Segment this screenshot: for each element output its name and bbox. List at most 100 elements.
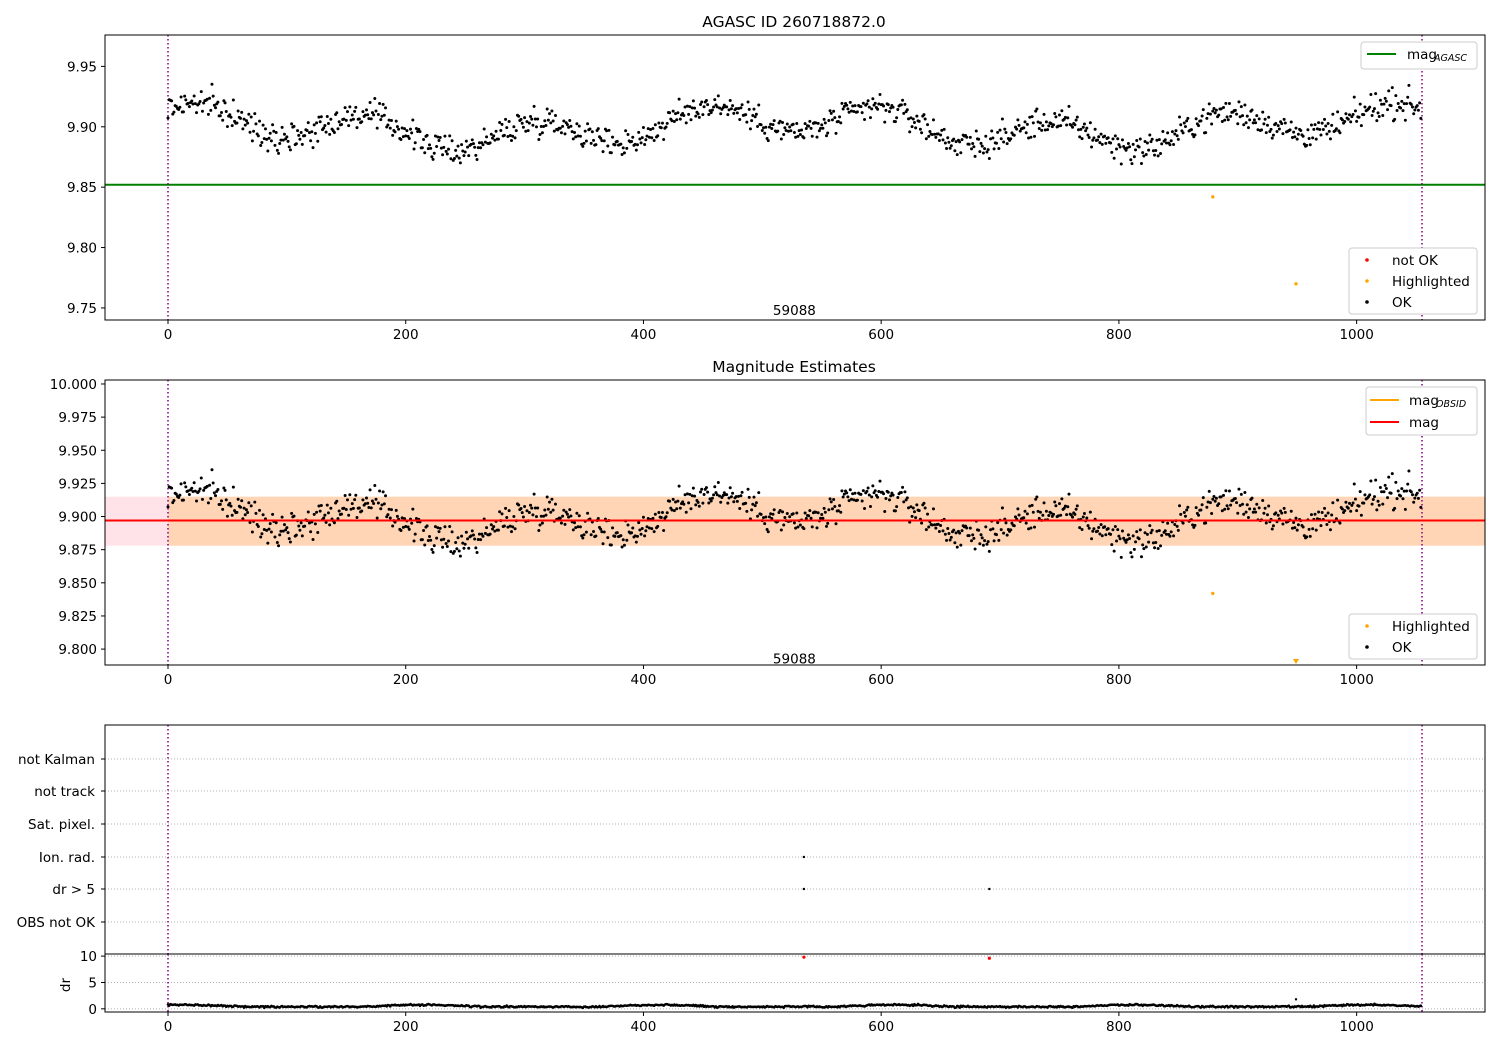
ok-point bbox=[779, 137, 783, 141]
ok-point bbox=[271, 512, 275, 516]
ok-point bbox=[548, 112, 552, 116]
ok-point bbox=[373, 96, 377, 100]
ok-point bbox=[297, 133, 301, 137]
ok-point bbox=[802, 136, 806, 140]
ok-point bbox=[508, 134, 512, 138]
flag-ytick-label: not track bbox=[34, 784, 95, 800]
ok-point bbox=[297, 524, 301, 528]
ok-point bbox=[676, 499, 680, 503]
ok-point bbox=[361, 110, 365, 114]
p4-ytick-label: 0 bbox=[88, 1002, 97, 1018]
ok-point bbox=[1082, 512, 1086, 516]
ok-point bbox=[1126, 141, 1130, 145]
ok-point bbox=[824, 134, 828, 138]
ok-point bbox=[322, 126, 326, 130]
ok-point bbox=[788, 515, 792, 519]
ok-point bbox=[1220, 509, 1224, 513]
ok-point bbox=[1389, 491, 1393, 495]
ok-point bbox=[953, 149, 957, 153]
ok-point bbox=[239, 116, 243, 120]
ok-point bbox=[1252, 507, 1256, 511]
p4-xtick-label: 800 bbox=[1106, 1019, 1132, 1035]
ok-point bbox=[947, 140, 951, 144]
ok-point bbox=[426, 147, 430, 151]
ok-point bbox=[1148, 133, 1152, 137]
dr-axis-label: dr bbox=[58, 977, 74, 992]
ok-point bbox=[1419, 505, 1423, 509]
ok-point bbox=[767, 125, 771, 129]
ok-point bbox=[1375, 119, 1379, 123]
ok-point bbox=[305, 128, 309, 132]
ok-point bbox=[170, 486, 174, 490]
p2-axes bbox=[104, 379, 1486, 666]
ok-point bbox=[206, 112, 210, 116]
ok-point bbox=[170, 99, 174, 103]
ok-point bbox=[927, 134, 931, 138]
ok-point bbox=[1222, 105, 1226, 109]
ok-point bbox=[700, 100, 704, 104]
ok-point bbox=[1223, 118, 1227, 122]
ok-point bbox=[1103, 134, 1107, 138]
ok-point bbox=[559, 131, 563, 135]
ok-point bbox=[1126, 533, 1130, 537]
ok-point bbox=[701, 113, 705, 117]
ok-point bbox=[1264, 521, 1268, 525]
ok-point bbox=[868, 116, 872, 120]
ok-point bbox=[445, 544, 449, 548]
ok-point bbox=[577, 124, 581, 128]
ok-point bbox=[1236, 122, 1240, 126]
ok-point bbox=[1377, 503, 1381, 507]
ok-point bbox=[863, 117, 867, 121]
ok-point bbox=[706, 103, 710, 107]
ok-point bbox=[1224, 101, 1228, 105]
ok-point bbox=[1309, 513, 1313, 517]
ok-point bbox=[945, 147, 949, 151]
ok-point bbox=[1394, 94, 1398, 98]
ok-point bbox=[1351, 112, 1355, 116]
ok-point bbox=[917, 119, 921, 123]
ok-point bbox=[1042, 501, 1046, 505]
ok-point bbox=[1343, 119, 1347, 123]
ok-point bbox=[682, 114, 686, 118]
ok-point bbox=[1299, 128, 1303, 132]
ok-point bbox=[1027, 136, 1031, 140]
ok-point bbox=[1132, 547, 1136, 551]
ok-point bbox=[823, 121, 827, 125]
ok-point bbox=[1156, 154, 1160, 158]
ok-point bbox=[335, 111, 339, 115]
ok-point bbox=[292, 514, 296, 518]
ok-point bbox=[596, 127, 600, 131]
ok-point bbox=[607, 128, 611, 132]
ok-point bbox=[685, 104, 689, 108]
ok-point bbox=[282, 523, 286, 527]
ok-point bbox=[370, 111, 374, 115]
ok-point bbox=[1239, 105, 1243, 109]
ok-point bbox=[1242, 512, 1246, 516]
ok-point bbox=[576, 525, 580, 529]
ok-point bbox=[782, 523, 786, 527]
ok-point bbox=[455, 547, 459, 551]
ok-point bbox=[502, 133, 506, 137]
ok-point bbox=[968, 526, 972, 530]
ok-point bbox=[908, 130, 912, 134]
ok-point bbox=[781, 121, 785, 125]
ok-point bbox=[380, 114, 384, 118]
ok-point bbox=[1283, 121, 1287, 125]
ok-point bbox=[918, 127, 922, 131]
ok-point bbox=[1110, 150, 1114, 154]
ok-point bbox=[1250, 496, 1254, 500]
ok-point bbox=[378, 102, 382, 106]
ok-point bbox=[646, 517, 650, 521]
ok-point bbox=[1201, 496, 1205, 500]
ok-point bbox=[784, 129, 788, 133]
ok-point bbox=[1012, 524, 1016, 528]
ok-point bbox=[1191, 523, 1195, 527]
ok-point bbox=[731, 104, 735, 108]
legend-label: not OK bbox=[1392, 253, 1439, 269]
ok-point bbox=[953, 541, 957, 545]
ok-point bbox=[387, 118, 391, 122]
ok-point bbox=[820, 512, 824, 516]
ok-point bbox=[1252, 118, 1256, 122]
ok-point bbox=[620, 153, 624, 157]
ok-point bbox=[399, 529, 403, 533]
